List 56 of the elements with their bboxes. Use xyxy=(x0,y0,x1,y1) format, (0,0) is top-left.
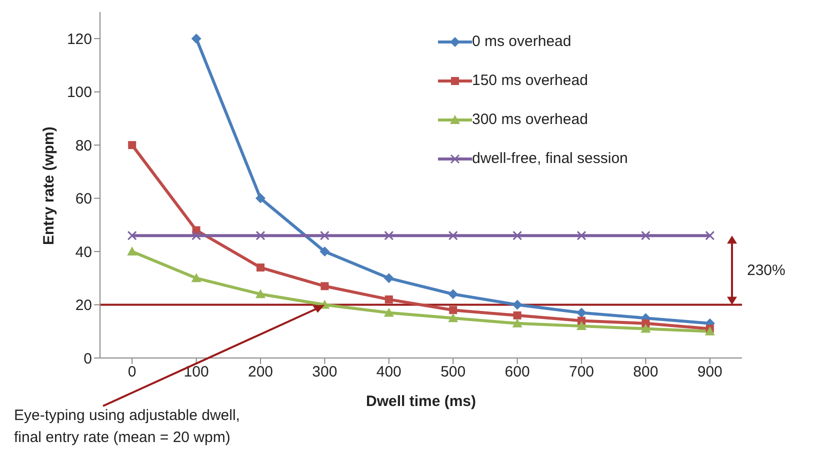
x-axis-title: Dwell time (ms) xyxy=(366,393,476,410)
point xyxy=(384,308,394,317)
point xyxy=(191,34,202,44)
point xyxy=(127,230,137,240)
x-tick-label: 0 xyxy=(128,364,136,381)
point xyxy=(320,246,330,257)
point xyxy=(128,141,136,150)
point xyxy=(192,230,202,240)
y-axis-title: Entry rate (wpm) xyxy=(40,126,58,245)
x-tick-label: 900 xyxy=(697,364,722,381)
text: 230% xyxy=(747,262,786,280)
point xyxy=(256,289,266,298)
point xyxy=(640,324,651,333)
x-tick-label: 600 xyxy=(504,364,530,381)
x-tick-label: 400 xyxy=(376,364,402,381)
point xyxy=(127,246,138,256)
point xyxy=(512,230,522,240)
x-tick-label: 300 xyxy=(312,364,338,381)
point xyxy=(576,230,586,240)
point xyxy=(705,230,715,240)
x-tick-label: 500 xyxy=(440,364,466,381)
point xyxy=(256,230,266,240)
point xyxy=(513,311,522,320)
point xyxy=(640,230,650,240)
point xyxy=(320,282,329,290)
y-tick-label: 20 xyxy=(75,297,92,314)
point xyxy=(256,264,264,272)
point xyxy=(512,318,522,328)
x-tick-label: 200 xyxy=(248,364,274,381)
point xyxy=(449,306,458,314)
point xyxy=(448,230,458,240)
legend-label: 150 ms overhead xyxy=(472,72,588,89)
point xyxy=(576,321,586,330)
point xyxy=(512,300,522,310)
point xyxy=(384,295,393,304)
y-tick-label: 0 xyxy=(84,350,92,368)
point xyxy=(576,308,586,318)
point xyxy=(256,193,266,204)
y-tick-label: 60 xyxy=(75,190,92,208)
legend-label: 300 ms overhead xyxy=(472,111,588,128)
point xyxy=(384,273,394,284)
point xyxy=(191,273,202,282)
legend-label: dwell-free, final session xyxy=(472,150,628,167)
y-tick-label: 40 xyxy=(75,244,92,261)
annotation: Eye-typing using adjustable dwell, final entry rate (mean = 20 wpm) xyxy=(14,407,240,446)
point xyxy=(448,289,458,300)
y-tick-label: 120 xyxy=(66,30,92,48)
y-tick-label: 100 xyxy=(66,84,92,102)
x-tick-label: 700 xyxy=(568,364,594,381)
x-tick-label: 800 xyxy=(633,364,658,381)
y-tick-label: 80 xyxy=(75,137,92,154)
point xyxy=(704,326,715,336)
point xyxy=(384,230,394,240)
point xyxy=(448,313,458,322)
legend-label: 0 ms overhead xyxy=(472,33,572,50)
point xyxy=(320,230,330,240)
